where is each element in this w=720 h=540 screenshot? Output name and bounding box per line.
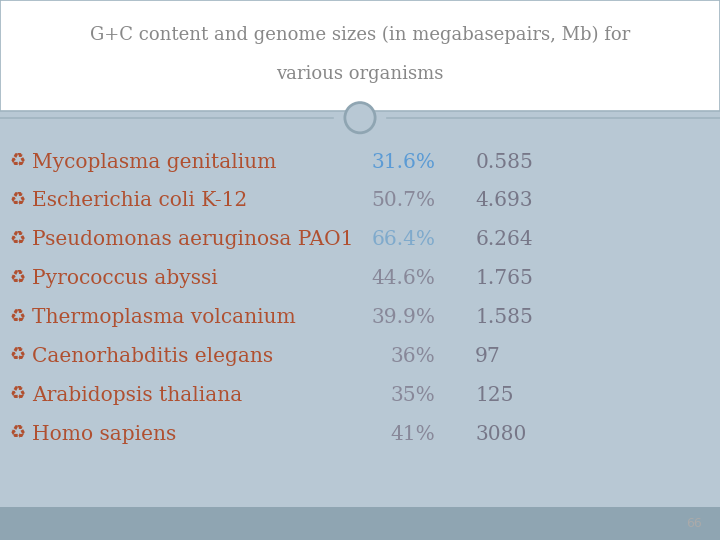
Text: 1.765: 1.765	[475, 269, 533, 288]
Text: ♻: ♻	[10, 153, 26, 171]
Text: 66.4%: 66.4%	[372, 230, 436, 249]
Text: 31.6%: 31.6%	[372, 152, 436, 172]
Text: ♻: ♻	[10, 386, 26, 404]
FancyBboxPatch shape	[0, 507, 720, 540]
Text: 3080: 3080	[475, 424, 526, 444]
Text: G+C content and genome sizes (in megabasepairs, Mb) for: G+C content and genome sizes (in megabas…	[90, 26, 630, 44]
Text: Caenorhabditis elegans: Caenorhabditis elegans	[32, 347, 274, 366]
Text: ♻: ♻	[10, 347, 26, 366]
Text: Escherichia coli K-12: Escherichia coli K-12	[32, 191, 248, 211]
Text: ♻: ♻	[10, 192, 26, 210]
Text: Homo sapiens: Homo sapiens	[32, 424, 176, 444]
FancyBboxPatch shape	[0, 0, 720, 111]
Text: 41%: 41%	[391, 424, 436, 444]
Text: 125: 125	[475, 386, 513, 405]
Text: various organisms: various organisms	[276, 65, 444, 83]
Text: 6.264: 6.264	[475, 230, 533, 249]
Text: ♻: ♻	[10, 231, 26, 249]
Text: Thermoplasma volcanium: Thermoplasma volcanium	[32, 308, 296, 327]
Text: 36%: 36%	[391, 347, 436, 366]
Text: 4.693: 4.693	[475, 191, 533, 211]
Text: ♻: ♻	[10, 308, 26, 327]
Ellipse shape	[345, 103, 375, 133]
Text: 44.6%: 44.6%	[372, 269, 436, 288]
Text: ♻: ♻	[10, 425, 26, 443]
Text: Arabidopsis thaliana: Arabidopsis thaliana	[32, 386, 243, 405]
Text: Pseudomonas aeruginosa PAO1: Pseudomonas aeruginosa PAO1	[32, 230, 354, 249]
Text: 50.7%: 50.7%	[372, 191, 436, 211]
Text: 39.9%: 39.9%	[372, 308, 436, 327]
Text: 0.585: 0.585	[475, 152, 533, 172]
Text: ♻: ♻	[10, 269, 26, 288]
Text: Mycoplasma genitalium: Mycoplasma genitalium	[32, 152, 276, 172]
Text: 1.585: 1.585	[475, 308, 533, 327]
Text: Pyrococcus abyssi: Pyrococcus abyssi	[32, 269, 218, 288]
Text: 97: 97	[475, 347, 501, 366]
Text: 35%: 35%	[391, 386, 436, 405]
Text: 66: 66	[686, 517, 702, 530]
